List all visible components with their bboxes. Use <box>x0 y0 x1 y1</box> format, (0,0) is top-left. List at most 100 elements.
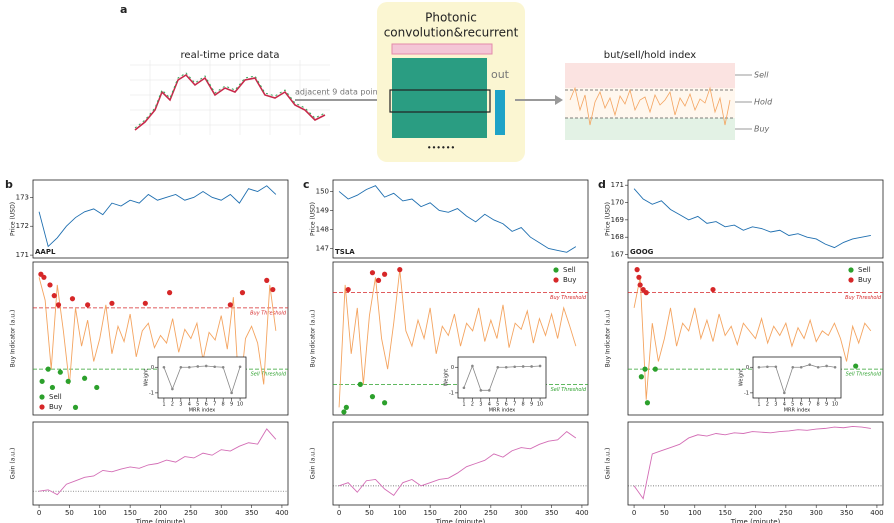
y-axis-label: Buy Indicator (a.u.) <box>605 310 612 368</box>
signal-point <box>270 287 275 292</box>
x-tick-label: 8 <box>222 402 225 408</box>
signal-point <box>73 405 78 410</box>
y-tick-label: -1 <box>449 390 454 396</box>
legend-marker <box>848 267 853 272</box>
data-point <box>196 365 199 368</box>
x-tick-label: 350 <box>840 509 853 517</box>
data-point <box>471 365 474 368</box>
signal-point <box>109 301 114 306</box>
x-tick-label: 400 <box>870 509 883 517</box>
ring-row <box>392 44 492 54</box>
stock-label: TSLA <box>335 248 355 256</box>
plot-frame <box>333 422 588 505</box>
signal-point <box>853 363 858 368</box>
y-axis-label: Gain (a.u.) <box>310 448 317 480</box>
x-tick-label: 8 <box>817 402 820 408</box>
data-point <box>530 365 533 368</box>
x-tick-label: 150 <box>718 509 731 517</box>
legend-label: Buy <box>563 276 576 284</box>
x-tick-label: 100 <box>93 509 106 517</box>
y-tick-label: 171 <box>611 181 624 189</box>
x-axis-label: Time (minute) <box>135 518 186 523</box>
signal-point <box>56 302 61 307</box>
signal-point <box>639 374 644 379</box>
data-point <box>505 366 508 369</box>
y-axis-label: Weight <box>444 369 450 386</box>
signal-point <box>638 282 643 287</box>
signal-point <box>94 385 99 390</box>
arrow-head <box>555 95 563 105</box>
signal-point <box>710 287 715 292</box>
threshold-label: Sell Threshold <box>251 372 287 378</box>
x-tick-label: 100 <box>688 509 701 517</box>
data-point <box>791 366 794 369</box>
y-tick-label: 170 <box>611 199 624 207</box>
out-label: out <box>491 68 510 81</box>
x-tick-label: 0 <box>37 509 41 517</box>
output-label: Hold <box>754 98 773 107</box>
y-tick-label: 173 <box>16 193 29 201</box>
data-point <box>758 366 761 369</box>
y-tick-label: 148 <box>316 225 329 233</box>
x-tick-label: 350 <box>545 509 558 517</box>
x-tick-label: 250 <box>484 509 497 517</box>
x-tick-label: 3 <box>179 402 182 408</box>
plot-frame <box>753 357 841 398</box>
signal-point <box>167 290 172 295</box>
x-tick-label: 300 <box>810 509 823 517</box>
output-bar <box>495 90 505 135</box>
x-tick-label: 1 <box>462 402 465 408</box>
data-point <box>817 366 820 369</box>
output-label: Buy <box>754 125 770 134</box>
y-axis-label: Price (USD) <box>310 202 317 236</box>
y-axis-label: Gain (a.u.) <box>605 448 612 480</box>
signal-point <box>47 282 52 287</box>
y-tick-label: 168 <box>611 233 624 241</box>
signal-point <box>52 293 57 298</box>
x-tick-label: 50 <box>365 509 374 517</box>
x-tick-label: 150 <box>123 509 136 517</box>
data-point <box>171 388 174 391</box>
y-tick-label: 172 <box>16 222 29 230</box>
data-point <box>766 365 769 368</box>
plot-frame <box>333 180 588 258</box>
signal-point <box>143 301 148 306</box>
signal-point <box>358 382 363 387</box>
legend-marker <box>553 277 558 282</box>
signal-point <box>382 272 387 277</box>
data-point <box>213 365 216 368</box>
legend-marker <box>553 267 558 272</box>
y-axis-label: Weight <box>739 369 745 386</box>
signal-point <box>50 385 55 390</box>
signal-point <box>644 290 649 295</box>
y-tick-label: 0 <box>746 365 749 371</box>
y-tick-label: 167 <box>611 251 624 259</box>
x-tick-label: 3 <box>774 402 777 408</box>
signal-point <box>382 400 387 405</box>
signal-point <box>264 278 269 283</box>
signal-point <box>346 287 351 292</box>
legend-label: Sell <box>858 266 871 274</box>
stock-label: AAPL <box>35 248 56 256</box>
y-axis-label: Buy Indicator (a.u.) <box>10 310 17 368</box>
y-tick-label: 169 <box>611 216 624 224</box>
x-tick-label: 150 <box>423 509 436 517</box>
sell-zone <box>565 63 735 88</box>
plot-frame <box>458 357 546 398</box>
arrow-label: adjacent 9 data points <box>295 88 385 97</box>
data-point <box>205 365 208 368</box>
y-tick-label: -1 <box>744 390 749 396</box>
data-point <box>163 366 166 369</box>
data-point <box>463 386 466 389</box>
y-axis-label: Weight <box>144 369 150 386</box>
y-tick-label: 171 <box>16 251 29 259</box>
data-point <box>239 365 242 368</box>
left-title: real-time price data <box>181 50 280 61</box>
signal-point <box>46 367 51 372</box>
data-point <box>513 365 516 368</box>
x-axis-label: Time (minute) <box>435 518 486 523</box>
panel-label: b <box>5 178 13 191</box>
stock-label: GOOG <box>630 248 654 256</box>
y-axis-label: Buy Indicator (a.u.) <box>310 310 317 368</box>
signal-point <box>642 367 647 372</box>
